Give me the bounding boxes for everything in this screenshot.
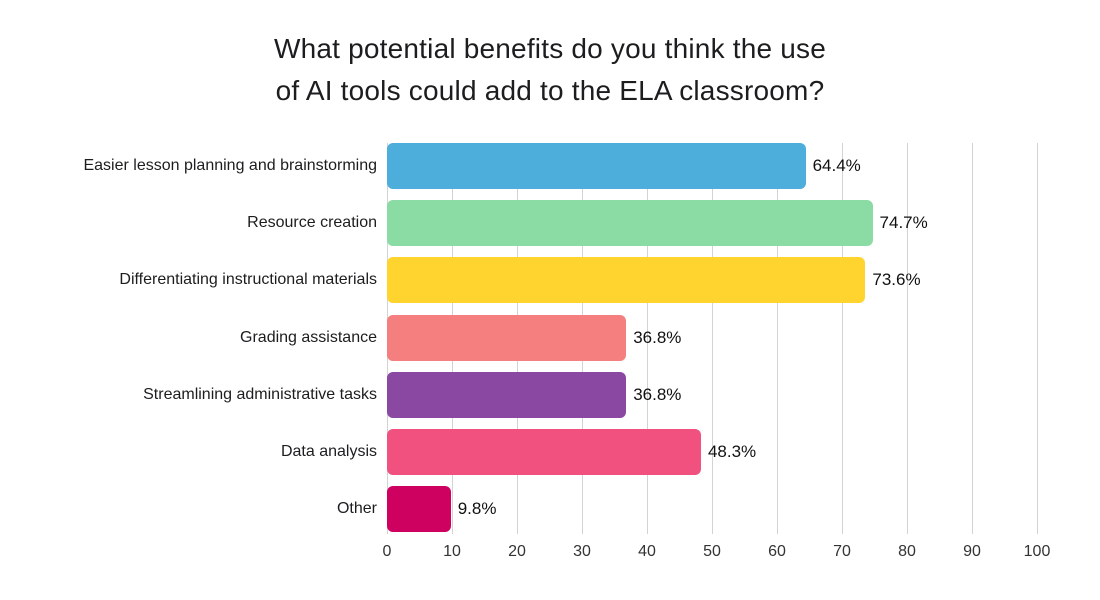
x-tick-label-90: 90 — [963, 543, 981, 560]
bar-2 — [387, 257, 866, 304]
bar-0 — [387, 143, 806, 189]
value-label-5: 48.3% — [707, 442, 757, 461]
bar-4 — [387, 371, 627, 418]
x-tick-label-100: 100 — [1023, 543, 1051, 560]
x-tick-label-80: 80 — [898, 543, 916, 560]
x-tick-label-0: 0 — [382, 543, 392, 560]
value-label-4: 36.8% — [633, 384, 682, 404]
x-tick-label-70: 70 — [833, 543, 851, 560]
bar-1 — [387, 200, 873, 247]
x-tick-label-30: 30 — [573, 543, 591, 560]
chart-title: What potential benefits do you think the… — [0, 28, 1100, 112]
category-label-4: Streamlining administrative tasks — [143, 385, 377, 403]
value-label-1: 74.7% — [879, 213, 928, 233]
value-label-2: 73.6% — [872, 270, 921, 290]
x-tick-label-20: 20 — [508, 543, 526, 560]
bar-6 — [387, 486, 451, 533]
x-tick-label-60: 60 — [768, 543, 786, 560]
category-label-3: Grading assistance — [240, 328, 377, 346]
x-tick-label-40: 40 — [638, 543, 656, 560]
category-label-5: Data analysis — [280, 443, 377, 460]
gridline-60 — [777, 143, 778, 534]
x-tick-label-10: 10 — [443, 543, 461, 560]
gridline-100 — [1037, 143, 1038, 534]
chart-title-line-2: of AI tools could add to the ELA classro… — [275, 75, 825, 106]
gridline-40 — [647, 143, 648, 534]
category-label-6: Other — [336, 500, 377, 518]
chart-title-line-1: What potential benefits do you think the… — [273, 33, 827, 64]
bar-3 — [387, 314, 627, 361]
category-label-1: Resource creation — [247, 214, 377, 232]
category-label-2: Differentiating instructional materials — [119, 271, 377, 289]
gridline-90 — [972, 143, 973, 534]
bar-5 — [387, 429, 701, 475]
x-tick-label-50: 50 — [703, 543, 721, 560]
value-label-3: 36.8% — [633, 327, 682, 347]
value-label-0: 64.4% — [812, 156, 861, 175]
gridline-50 — [712, 143, 713, 534]
category-label-0: Easier lesson planning and brainstorming — [83, 157, 377, 174]
gridline-70 — [842, 143, 843, 534]
gridline-80 — [907, 143, 908, 534]
value-label-6: 9.8% — [457, 499, 497, 519]
